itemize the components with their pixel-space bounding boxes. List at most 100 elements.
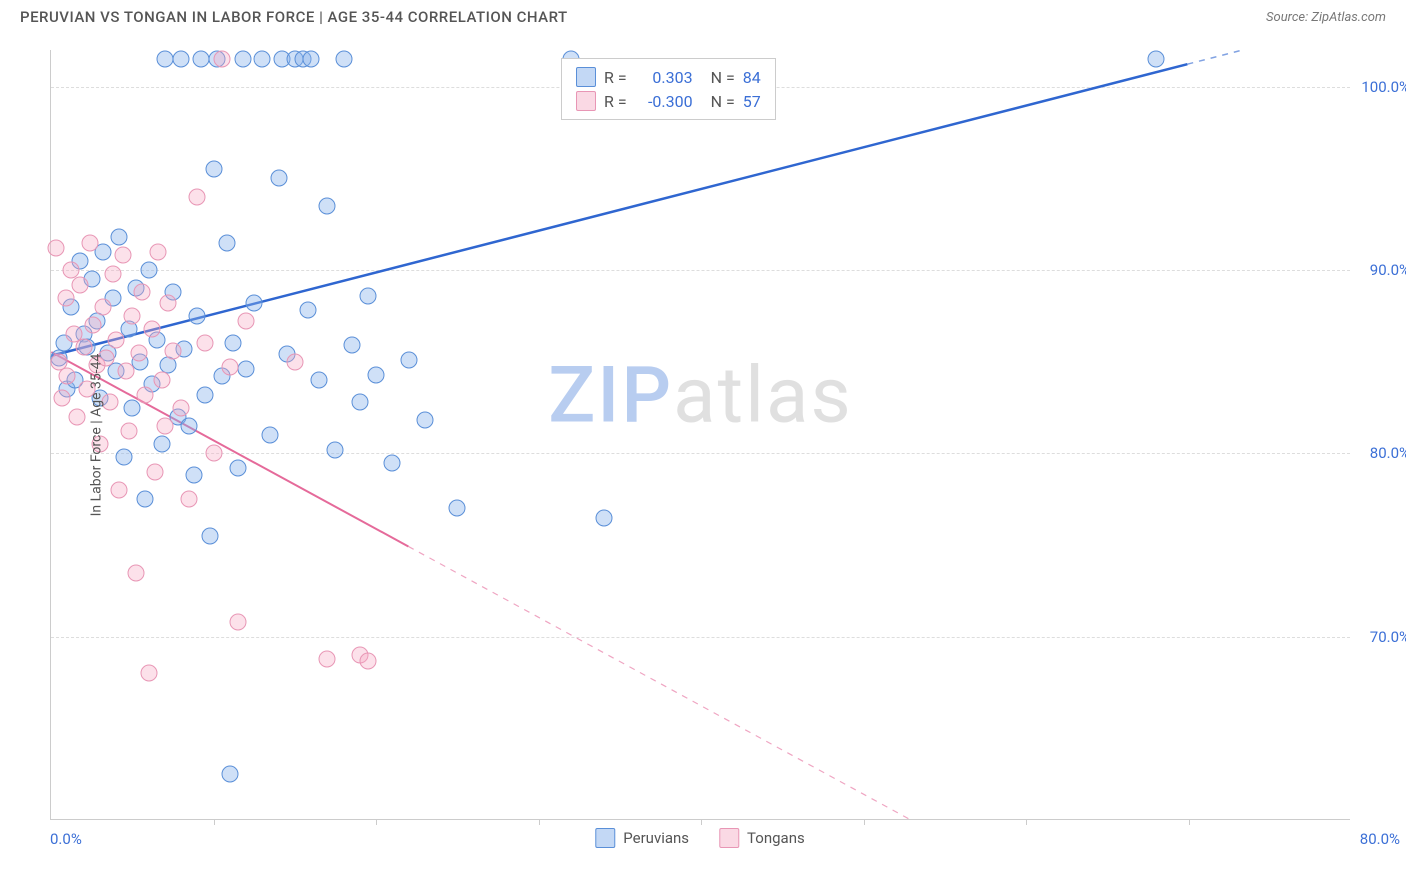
scatter-point <box>270 170 287 187</box>
scatter-point <box>189 188 206 205</box>
n-value-tongans: 57 <box>743 92 761 111</box>
stats-row-tongans: R = -0.300 N = 57 <box>576 89 761 113</box>
legend-label-tongans: Tongans <box>747 829 805 847</box>
trend-lines <box>51 50 1350 819</box>
scatter-point <box>156 51 173 68</box>
scatter-point <box>343 337 360 354</box>
scatter-point <box>359 652 376 669</box>
scatter-point <box>47 240 64 257</box>
swatch-peruvians-icon <box>595 828 615 848</box>
x-tick <box>214 819 215 825</box>
scatter-point <box>1148 51 1165 68</box>
scatter-point <box>108 331 125 348</box>
scatter-point <box>351 394 368 411</box>
scatter-point <box>153 372 170 389</box>
y-tick-label: 70.0% <box>1370 628 1406 646</box>
scatter-point <box>124 307 141 324</box>
scatter-point <box>319 197 336 214</box>
scatter-point <box>225 335 242 352</box>
n-label: N = <box>711 92 735 111</box>
chart-title: PERUVIAN VS TONGAN IN LABOR FORCE | AGE … <box>20 8 568 26</box>
x-axis-max-label: 80.0% <box>1360 830 1400 848</box>
scatter-point <box>181 417 198 434</box>
x-tick <box>376 819 377 825</box>
scatter-point <box>229 614 246 631</box>
chart-source: Source: ZipAtlas.com <box>1266 10 1386 25</box>
scatter-point <box>85 317 102 334</box>
y-tick-label: 100.0% <box>1361 78 1406 96</box>
scatter-point <box>117 362 134 379</box>
legend-item-peruvians: Peruvians <box>595 828 689 848</box>
scatter-point <box>124 399 141 416</box>
swatch-peruvians-icon <box>576 67 596 87</box>
correlation-stats-box: R = 0.303 N = 84 R = -0.300 N = 57 <box>561 58 776 120</box>
scatter-point <box>205 161 222 178</box>
scatter-point <box>137 491 154 508</box>
scatter-point <box>143 320 160 337</box>
scatter-point <box>218 234 235 251</box>
scatter-point <box>246 295 263 312</box>
scatter-point <box>197 335 214 352</box>
scatter-point <box>181 491 198 508</box>
legend-label-peruvians: Peruvians <box>623 829 689 847</box>
scatter-point <box>202 527 219 544</box>
swatch-tongans-icon <box>576 91 596 111</box>
x-tick <box>701 819 702 825</box>
scatter-point <box>595 509 612 526</box>
scatter-point <box>54 390 71 407</box>
scatter-point <box>189 307 206 324</box>
scatter-point <box>384 454 401 471</box>
watermark: ZIPatlas <box>548 351 853 442</box>
scatter-point <box>335 51 352 68</box>
scatter-point <box>319 650 336 667</box>
scatter-point <box>137 386 154 403</box>
scatter-point <box>72 276 89 293</box>
watermark-atlas: atlas <box>673 351 853 442</box>
scatter-point <box>449 500 466 517</box>
scatter-point <box>303 51 320 68</box>
scatter-point <box>205 445 222 462</box>
scatter-point <box>130 344 147 361</box>
scatter-point <box>311 372 328 389</box>
scatter-point <box>262 427 279 444</box>
y-axis-label: In Labor Force | Age 35-44 <box>88 354 104 517</box>
n-label: N = <box>711 68 735 87</box>
scatter-point <box>82 234 99 251</box>
scatter-point <box>186 467 203 484</box>
scatter-point <box>213 51 230 68</box>
r-value-peruvians: 0.303 <box>635 68 693 87</box>
scatter-point <box>238 361 255 378</box>
scatter-point <box>140 262 157 279</box>
scatter-point <box>286 353 303 370</box>
x-tick <box>539 819 540 825</box>
scatter-point <box>400 351 417 368</box>
scatter-point <box>134 284 151 301</box>
scatter-point <box>140 665 157 682</box>
scatter-point <box>221 359 238 376</box>
scatter-point <box>160 295 177 312</box>
scatter-point <box>238 313 255 330</box>
scatter-point <box>197 386 214 403</box>
scatter-point <box>57 289 74 306</box>
scatter-point <box>153 436 170 453</box>
r-label: R = <box>604 92 627 111</box>
scatter-point <box>116 449 133 466</box>
scatter-point <box>121 423 138 440</box>
scatter-point <box>59 368 76 385</box>
scatter-point <box>221 766 238 783</box>
scatter-point <box>114 247 131 264</box>
series-legend: Peruvians Tongans <box>595 828 804 848</box>
scatter-point <box>229 460 246 477</box>
x-tick <box>1189 819 1190 825</box>
r-label: R = <box>604 68 627 87</box>
scatter-point <box>234 51 251 68</box>
scatter-point <box>192 51 209 68</box>
scatter-point <box>416 412 433 429</box>
scatter-point <box>111 229 128 246</box>
gridline <box>51 637 1350 638</box>
scatter-point <box>368 366 385 383</box>
stats-row-peruvians: R = 0.303 N = 84 <box>576 65 761 89</box>
n-value-peruvians: 84 <box>743 68 761 87</box>
scatter-point <box>127 564 144 581</box>
scatter-point <box>69 408 86 425</box>
